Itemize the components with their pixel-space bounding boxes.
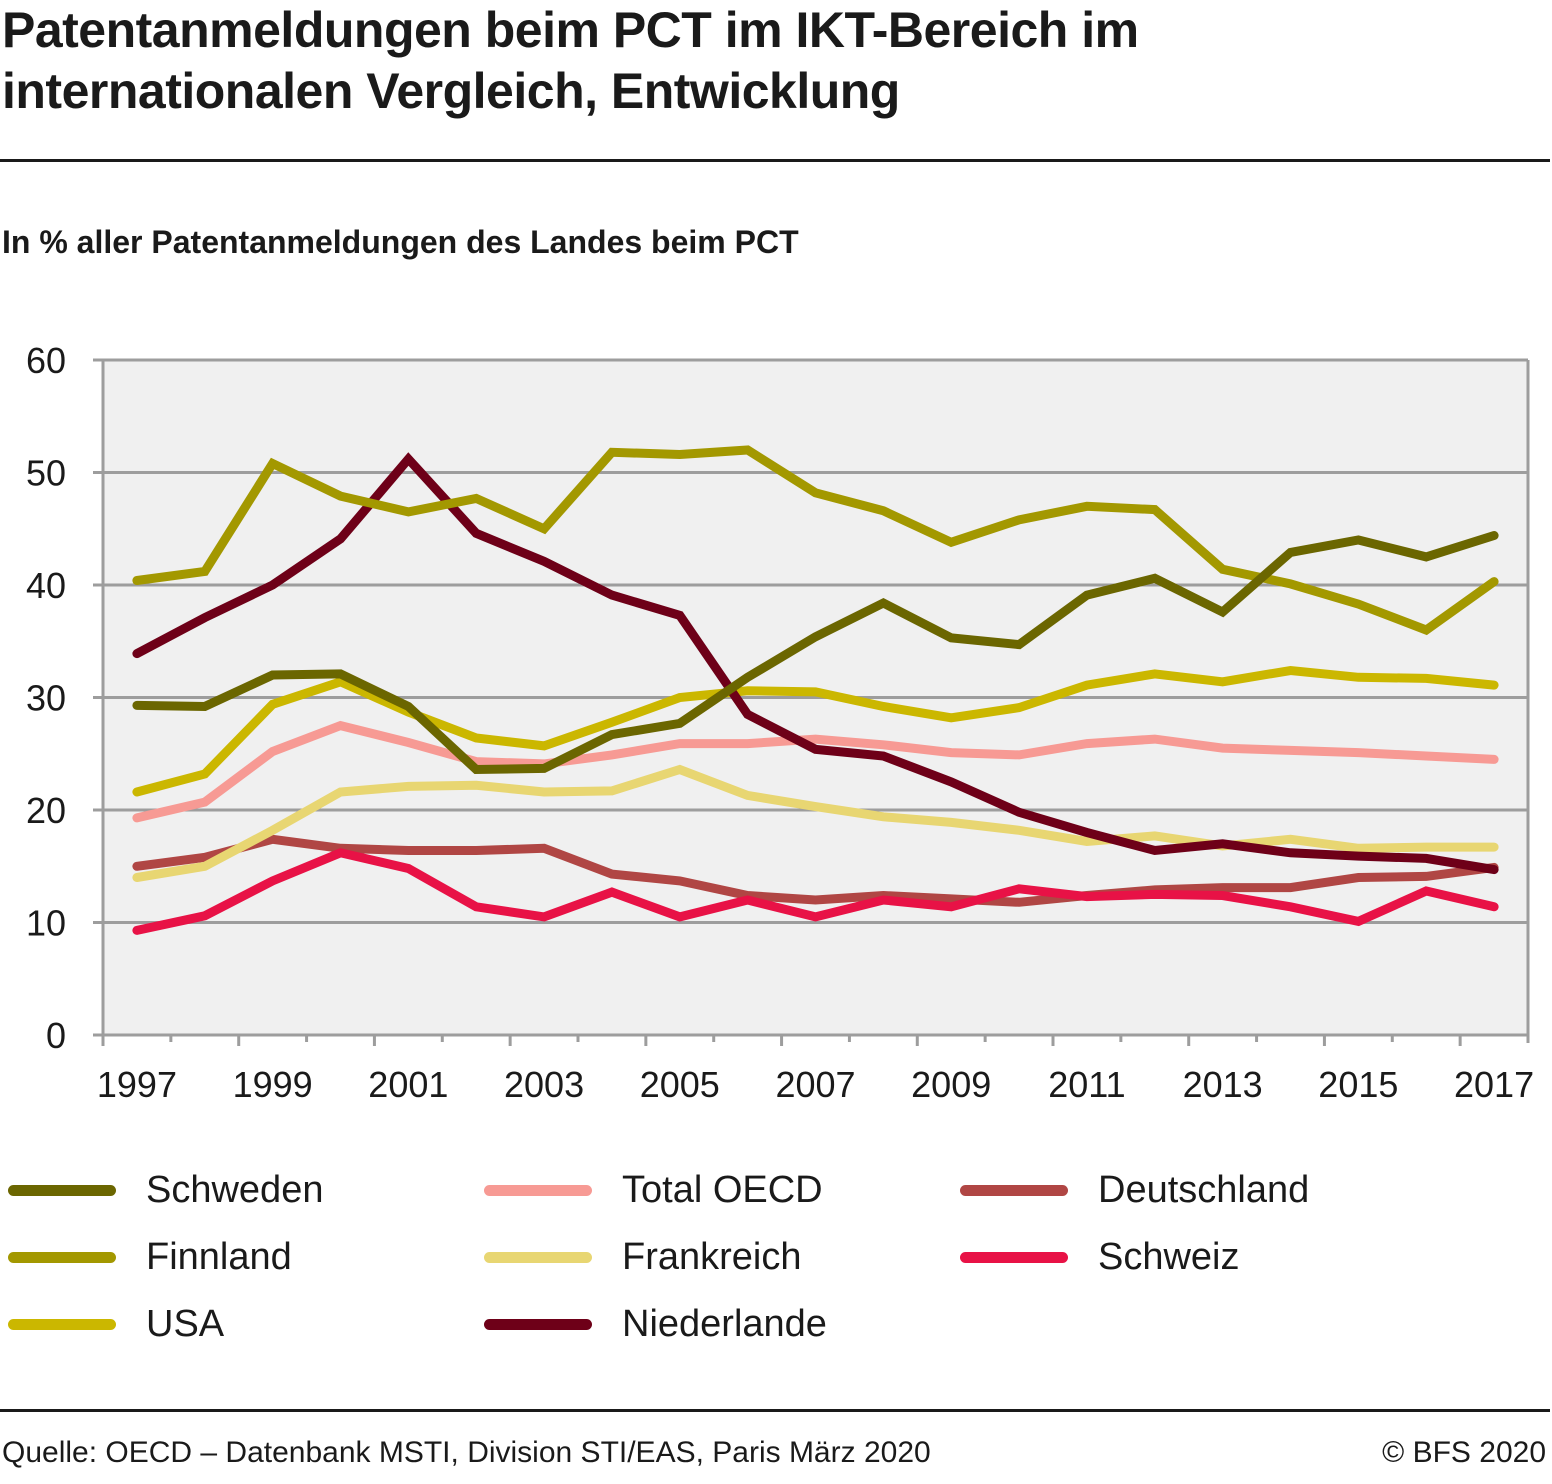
legend-swatch: [484, 1318, 592, 1330]
legend-item-finnland: Finnland: [8, 1227, 292, 1287]
x-tick-label: 1997: [97, 1064, 177, 1105]
x-tick-label: 2007: [775, 1064, 855, 1105]
legend-item-frankreich: Frankreich: [484, 1227, 802, 1287]
x-tick-label: 2015: [1318, 1064, 1398, 1105]
legend-label: Total OECD: [622, 1168, 823, 1211]
legend-item-schweiz: Schweiz: [960, 1227, 1240, 1287]
y-tick-label: 30: [26, 678, 66, 719]
x-tick-label: 2003: [504, 1064, 584, 1105]
x-tick-label: 2013: [1183, 1064, 1263, 1105]
chart-title-line-2: internationalen Vergleich, Entwicklung: [2, 63, 900, 119]
legend: Schweden Finnland USA Total OECD Frankreich N…: [0, 1160, 1552, 1360]
legend-swatch: [484, 1184, 592, 1196]
x-tick-label: 1999: [233, 1064, 313, 1105]
legend-item-usa: USA: [8, 1294, 224, 1354]
x-tick-label: 2009: [911, 1064, 991, 1105]
x-tick-label: 2017: [1454, 1064, 1534, 1105]
legend-item-total-oecd: Total OECD: [484, 1160, 823, 1220]
source-note: Quelle: OECD – Datenbank MSTI, Division …: [2, 1436, 931, 1469]
x-tick-label: 2001: [368, 1064, 448, 1105]
legend-swatch: [960, 1184, 1068, 1196]
line-chart: 0 10 20 30 40 50 60 1997 1999 2001 2003 2005 2007 20…: [26, 340, 1534, 1105]
legend-label: USA: [146, 1302, 225, 1345]
title-divider: [0, 159, 1550, 162]
legend-label: Schweiz: [1098, 1235, 1240, 1278]
series-lines: [132, 445, 1499, 935]
y-tick-label: 10: [26, 903, 66, 944]
y-tick-label: 50: [26, 453, 66, 494]
legend-label: Deutschland: [1098, 1168, 1310, 1211]
y-tick-label: 20: [26, 790, 66, 831]
y-tick-label: 40: [26, 565, 66, 606]
legend-swatch: [484, 1251, 592, 1263]
legend-item-deutschland: Deutschland: [960, 1160, 1309, 1220]
x-axis: 1997 1999 2001 2003 2005 2007 2009 2011 2013 2015…: [93, 1033, 1534, 1105]
legend-label: Frankreich: [622, 1235, 802, 1278]
chart-subtitle: In % aller Patentanmeldungen des Landes …: [2, 224, 799, 260]
y-tick-label: 60: [26, 340, 66, 381]
footer-divider: [0, 1409, 1550, 1412]
legend-swatch: [8, 1184, 116, 1196]
legend-swatch: [960, 1251, 1068, 1263]
legend-item-niederlande: Niederlande: [484, 1294, 827, 1354]
y-tick-label: 0: [46, 1015, 66, 1056]
legend-item-schweden: Schweden: [8, 1160, 323, 1220]
legend-label: Schweden: [146, 1168, 324, 1211]
legend-swatch: [8, 1318, 116, 1330]
legend-swatch: [8, 1251, 116, 1263]
legend-label: Finnland: [146, 1235, 292, 1278]
copyright-note: © BFS 2020: [1382, 1436, 1546, 1469]
legend-label: Niederlande: [622, 1302, 827, 1345]
chart-title-line-1: Patentanmeldungen beim PCT im IKT-Bereic…: [2, 2, 1139, 58]
y-axis: 0 10 20 30 40 50 60: [26, 340, 1530, 1056]
x-tick-label: 2011: [1048, 1064, 1125, 1105]
chart-title: Patentanmeldungen beim PCT im IKT-Bereic…: [2, 0, 1139, 122]
x-tick-label: 2005: [640, 1064, 720, 1105]
